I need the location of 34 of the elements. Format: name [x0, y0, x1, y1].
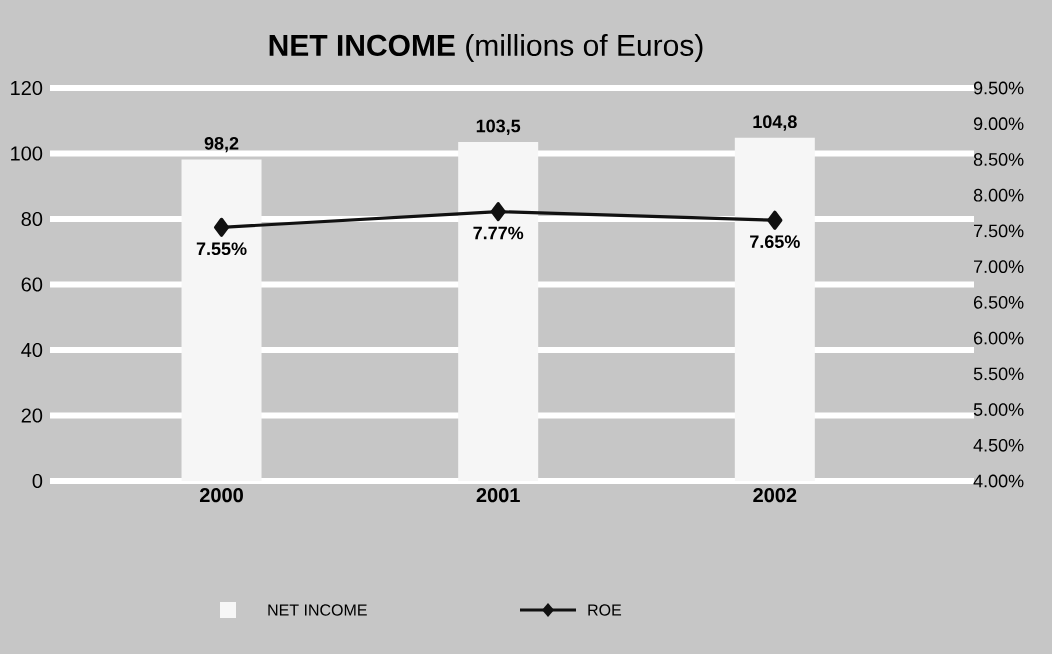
data-label: 7.65% [750, 235, 800, 249]
bar [181, 159, 262, 481]
y-tick-label: 60 [21, 277, 43, 292]
x-tick-label: 2000 [199, 488, 243, 503]
data-label: 104,8 [753, 115, 797, 131]
y2-tick-label: 7.00% [974, 260, 1024, 274]
legend-label: ROE [588, 604, 622, 616]
y-tick-label: 0 [32, 473, 43, 489]
bar [734, 137, 815, 481]
y2-tick-label: 9.00% [973, 117, 1024, 131]
legend-label: NET INCOME [268, 604, 367, 616]
y2-tick-label: 8.50% [973, 153, 1024, 166]
data-label: 98,2 [204, 136, 239, 153]
chart-title: NET INCOME (millions of Euros) [269, 34, 703, 62]
data-label: 7.55% [196, 242, 247, 256]
y2-tick-label: 4.50% [973, 438, 1024, 452]
data-label: 7.77% [473, 226, 524, 240]
y2-tick-label: 5.00% [973, 403, 1024, 416]
y2-tick-label: 9.50% [973, 81, 1024, 95]
data-label: 103,5 [476, 119, 521, 135]
y-tick-label: 120 [11, 80, 43, 96]
y-tick-label: 40 [21, 342, 43, 358]
y-tick-label: 100 [11, 146, 43, 161]
bar [458, 142, 539, 481]
y-tick-label: 80 [21, 211, 43, 227]
y2-tick-label: 7.50% [974, 224, 1024, 238]
y2-tick-label: 6.00% [974, 331, 1024, 345]
y2-tick-label: 8.00% [973, 188, 1024, 202]
y2-tick-label: 4.00% [973, 474, 1024, 488]
y2-tick-label: 5.50% [973, 367, 1024, 381]
x-tick-label: 2002 [753, 488, 797, 503]
x-tick-label: 2001 [476, 488, 520, 503]
y2-tick-label: 6.50% [974, 295, 1024, 309]
y-tick-label: 20 [21, 408, 43, 423]
